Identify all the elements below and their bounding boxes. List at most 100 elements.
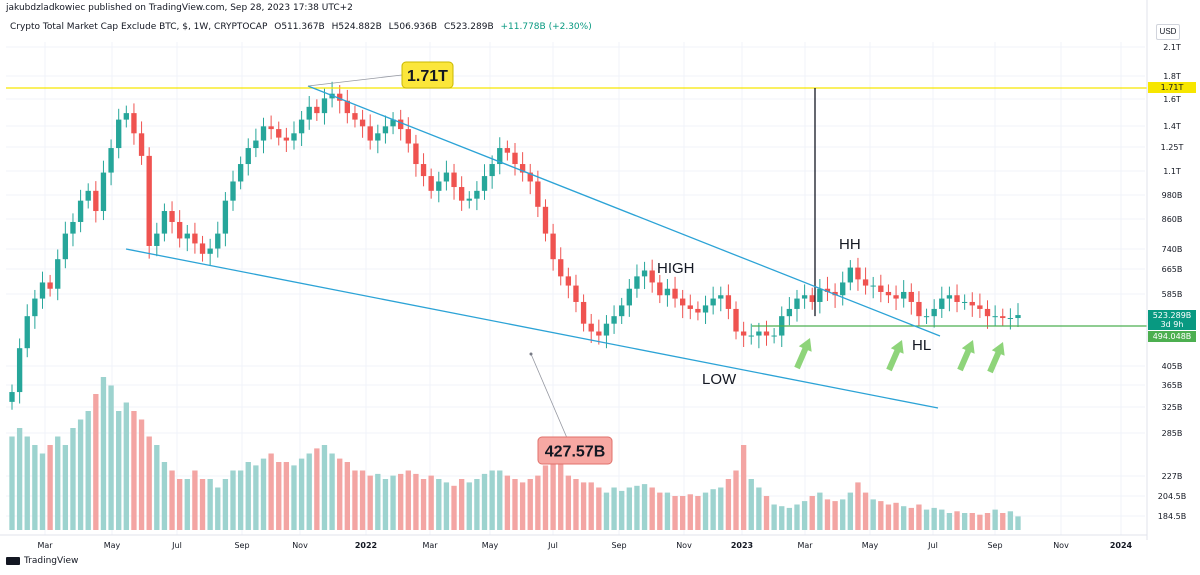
time-tick-label: May: [104, 541, 121, 550]
candle-body: [253, 140, 259, 149]
candle-body: [573, 285, 579, 302]
publisher-info: jakubdzladkowiec published on TradingVie…: [6, 3, 353, 13]
volume-bar: [1015, 516, 1021, 530]
time-tick-label: Mar: [422, 541, 438, 550]
volume-bar: [550, 462, 556, 530]
candle-body: [458, 187, 465, 201]
time-tick-label: Mar: [797, 541, 813, 550]
volume-bar: [832, 501, 838, 530]
volume-bar: [558, 453, 564, 530]
candle-body: [70, 221, 76, 234]
candle-body: [489, 164, 495, 177]
volume-bar: [984, 513, 991, 530]
candle-body: [283, 137, 290, 141]
volume-bar: [276, 462, 282, 530]
time-tick-label: Jul: [171, 541, 182, 550]
volume-bar: [420, 479, 427, 530]
annotation-427B-text: 427.57B: [545, 444, 606, 461]
currency-button[interactable]: USD: [1156, 24, 1180, 40]
volume-bar: [679, 496, 686, 530]
volume-bar: [32, 445, 38, 530]
candle-body: [291, 133, 297, 141]
price-tick-label: 184.5B: [1158, 512, 1186, 521]
price-tick-label: 1.6T: [1163, 95, 1181, 104]
price-tick-label: 2.1T: [1163, 43, 1181, 52]
volume-bar: [542, 465, 549, 530]
volume-bar: [702, 492, 709, 530]
candle-body: [977, 305, 983, 309]
candle-body: [367, 126, 373, 141]
volume-bar: [70, 428, 76, 530]
candle-body: [733, 308, 739, 332]
candle-body: [512, 152, 518, 165]
candle-body: [641, 270, 648, 277]
volume-bar: [672, 496, 678, 530]
green-arrow-icon: [794, 338, 812, 370]
callout-line-low: [530, 353, 568, 439]
candle-body: [916, 301, 922, 317]
candle-body: [314, 106, 320, 114]
candle-body: [626, 288, 632, 306]
annotation-1.71T-text: 1.71T: [407, 68, 448, 85]
candle-body: [809, 295, 815, 302]
volume-bar: [184, 479, 190, 530]
volume-bar: [619, 490, 625, 530]
volume-bar: [123, 402, 129, 530]
price-label-support: 494.048B: [1153, 332, 1192, 341]
time-tick-label: 2024: [1110, 541, 1133, 550]
volume-bar: [443, 482, 450, 530]
volume-bar: [961, 513, 968, 530]
volume-bar: [382, 479, 389, 530]
volume-bar: [398, 473, 404, 530]
candle-body: [687, 305, 693, 309]
candle-body: [93, 190, 99, 212]
volume-bar: [817, 492, 823, 530]
volume-bar: [207, 479, 213, 530]
volume-bar: [283, 462, 290, 530]
green-arrow-icon: [957, 340, 975, 372]
candle-body: [481, 176, 488, 191]
candle-body: [855, 267, 861, 280]
candle-body: [443, 172, 450, 182]
price-tick-label: 740B: [1162, 245, 1183, 254]
candle-body: [436, 181, 442, 191]
candle-body: [946, 295, 953, 299]
candle-body: [580, 301, 587, 324]
volume-bar: [260, 458, 267, 530]
volume-bar: [222, 479, 229, 530]
candle-body: [969, 301, 975, 306]
channel-lower-line: [125, 248, 939, 409]
ohlc-close: C523.289B: [443, 22, 494, 32]
volume-bar: [428, 475, 434, 530]
volume-bar: [359, 470, 366, 530]
volume-bar: [504, 475, 511, 530]
candle-body: [260, 126, 267, 141]
volume-bar: [321, 445, 328, 530]
volume-bar: [862, 492, 869, 530]
candle-body: [62, 233, 69, 260]
drawings: 1.71T 427.57B HIGH HH LOW HL: [6, 61, 1147, 465]
volume-bar: [588, 482, 594, 530]
price-tick-label: 204.5B: [1158, 492, 1186, 501]
candle-body: [931, 308, 937, 317]
ohlc-high: H524.882B: [331, 22, 382, 32]
candle-body: [230, 181, 236, 201]
candle-body: [771, 335, 777, 337]
candle-body: [992, 316, 998, 318]
tradingview-logo-icon: [6, 557, 20, 565]
volume-bar: [916, 504, 922, 530]
candle-body: [413, 143, 419, 165]
volume-bar: [451, 485, 457, 530]
candle-body: [657, 282, 663, 296]
volume-bar: [695, 496, 701, 530]
price-tick-label: 325B: [1162, 403, 1183, 412]
candle-body: [428, 176, 434, 191]
candle-body: [192, 233, 198, 244]
volume-bar: [931, 507, 937, 530]
candle-body: [885, 291, 892, 296]
candle-body: [245, 148, 251, 165]
volume-bar: [497, 470, 503, 530]
callout-line-top: [307, 74, 403, 87]
volume-bar: [527, 479, 533, 530]
